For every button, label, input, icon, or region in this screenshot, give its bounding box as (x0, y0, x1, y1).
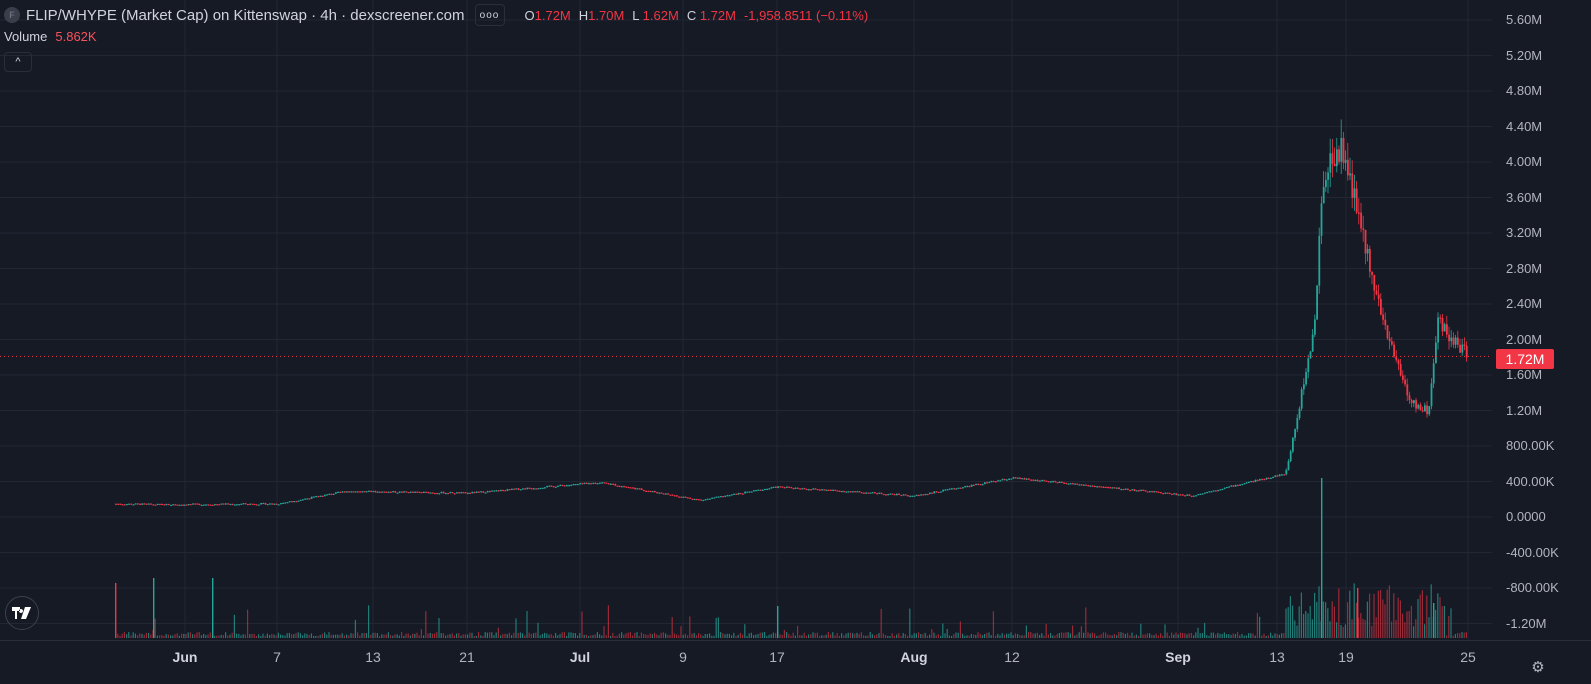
price-tick-label: -1.20M (1506, 615, 1547, 631)
price-tick-label: 2.00M (1506, 331, 1543, 347)
time-tick-label: 12 (1004, 649, 1020, 665)
price-tick-label: 4.80M (1506, 83, 1543, 98)
price-tick-label: 3.20M (1506, 225, 1543, 240)
time-tick-label: 25 (1460, 649, 1476, 665)
price-tick-label: 2.40M (1506, 296, 1543, 311)
symbol-logo-icon: F (4, 7, 20, 23)
tradingview-logo-icon[interactable] (5, 596, 39, 630)
price-tick-label: 0.0000 (1506, 509, 1546, 524)
low-value: 1.62M (642, 7, 679, 23)
price-tick-label: 5.20M (1506, 47, 1543, 63)
price-tick-label: 5.60M (1506, 12, 1543, 27)
last-price-label: 1.72M (1496, 349, 1554, 369)
time-tick-label: Aug (900, 649, 928, 665)
close-value: 1.72M (699, 7, 736, 23)
price-tick-label: 800.00K (1506, 438, 1555, 453)
more-options-button[interactable]: ooo (474, 4, 505, 26)
time-tick-label: 13 (1269, 649, 1285, 665)
price-tick-label: 4.00M (1506, 154, 1543, 169)
time-tick-label: 17 (769, 649, 785, 665)
open-label: O (524, 7, 535, 23)
time-tick-label: 13 (365, 649, 381, 665)
high-value: 1.70M (588, 7, 625, 23)
time-tick-label: 21 (459, 649, 475, 665)
volume-value: 5.862K (55, 29, 97, 44)
low-label: L (632, 7, 640, 23)
time-tick-label: 19 (1338, 649, 1354, 665)
close-label: C (686, 7, 697, 23)
price-tick-label: 2.80M (1506, 260, 1543, 276)
time-tick-label: 7 (273, 649, 281, 665)
price-tick-label: 1.60M (1506, 367, 1543, 382)
open-value: 1.72M (534, 7, 571, 23)
price-tick-label: 1.20M (1506, 402, 1543, 418)
high-label: H (578, 7, 589, 23)
price-tick-label: 400.00K (1506, 473, 1555, 489)
time-tick-label: Sep (1165, 649, 1191, 665)
time-tick-label: Jun (172, 649, 198, 665)
chart-legend: F FLIP/WHYPE (Market Cap) on Kittenswap … (4, 3, 868, 27)
price-tick-label: -800.00K (1506, 580, 1559, 595)
price-tick-label: 3.60M (1506, 189, 1543, 205)
price-tick-label: 4.40M (1506, 118, 1543, 134)
volume-label: Volume (4, 29, 48, 44)
price-tick-label: -400.00K (1506, 544, 1559, 560)
volume-legend: Volume 5.862K (4, 29, 97, 44)
change-value: -1,958.8511 (−0.11%) (743, 7, 869, 23)
chevron-up-icon: ^ (15, 56, 21, 68)
ohlc-values: O1.72M H1.70M L 1.62M C 1.72M -1,958.851… (525, 8, 869, 23)
time-tick-label: 9 (679, 649, 687, 665)
settings-gear-icon[interactable]: ⚙ (1531, 659, 1545, 676)
time-tick-label: Jul (569, 649, 591, 665)
chart-title: FLIP/WHYPE (Market Cap) on Kittenswap · … (26, 6, 465, 24)
collapse-legend-button[interactable]: ^ (4, 52, 32, 72)
